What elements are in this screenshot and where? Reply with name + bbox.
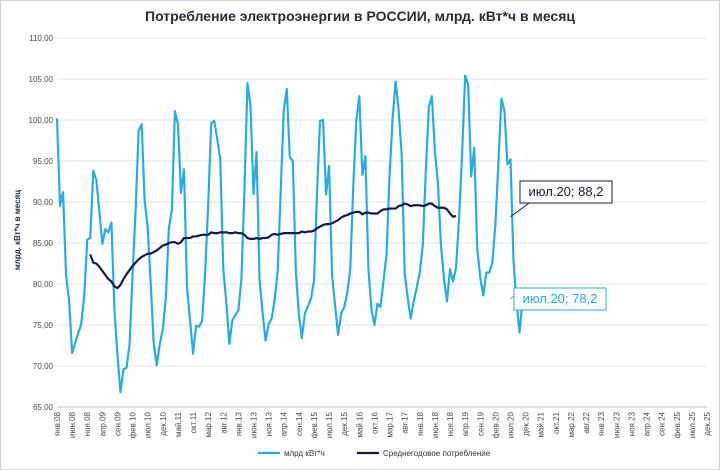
x-tick-label: май.21 bbox=[537, 411, 546, 437]
x-tick-label: сен.14 bbox=[295, 411, 304, 436]
series-lines bbox=[55, 74, 524, 394]
x-tick-label: дек.20 bbox=[522, 411, 531, 435]
x-tick-label: дек.15 bbox=[340, 411, 349, 435]
x-tick-label: июн.13 bbox=[250, 411, 259, 438]
series-line-1 bbox=[55, 74, 524, 394]
x-tick-label: апр.09 bbox=[98, 411, 107, 436]
x-tick-label: окт.11 bbox=[189, 411, 198, 433]
x-tick-label: сен.19 bbox=[476, 411, 485, 436]
x-tick-label: янв.18 bbox=[416, 411, 425, 436]
y-tick-label: 110,00 bbox=[29, 34, 53, 43]
x-tick-label: июн.23 bbox=[612, 411, 621, 438]
callout-label: июл.20; 88,2 bbox=[529, 184, 604, 199]
x-tick-label: дек.25 bbox=[703, 411, 712, 435]
x-tick-label: июн.18 bbox=[431, 411, 440, 438]
x-tick-label: окт.21 bbox=[552, 411, 561, 433]
y-tick-label: 75,00 bbox=[33, 321, 54, 330]
x-tick-label: июн.08 bbox=[68, 411, 77, 438]
x-tick-label: фев.15 bbox=[310, 411, 319, 438]
x-tick-label: апр.24 bbox=[643, 411, 652, 436]
x-tick-label: мар.12 bbox=[204, 411, 213, 437]
series-line-2 bbox=[89, 202, 457, 290]
x-tick-label: фев.20 bbox=[491, 411, 500, 438]
x-tick-label: ноя.18 bbox=[446, 411, 455, 436]
x-tick-label: фев.25 bbox=[673, 411, 682, 438]
x-tick-label: ноя.13 bbox=[265, 411, 274, 436]
y-tick-label: 95,00 bbox=[33, 157, 54, 166]
y-tick-label: 90,00 bbox=[33, 198, 54, 207]
callout-label: июл.20; 78,2 bbox=[523, 291, 598, 306]
x-tick-label: ноя.23 bbox=[627, 411, 636, 436]
y-axis-label: млрд. кВт*ч в месяц bbox=[13, 190, 22, 270]
x-tick-label: апр.19 bbox=[461, 411, 470, 436]
annotations: июл.20; 88,2 июл.20; 78,2 bbox=[510, 180, 613, 311]
x-tick-label: сен.09 bbox=[113, 411, 122, 436]
x-tick-label: мар.22 bbox=[567, 411, 576, 437]
y-tick-label: 70,00 bbox=[33, 362, 54, 371]
x-tick-label: сен.24 bbox=[658, 411, 667, 436]
x-tick-label: окт.16 bbox=[370, 411, 379, 433]
x-tick-label: авг.17 bbox=[401, 411, 410, 433]
x-tick-label: июл.10 bbox=[144, 411, 153, 438]
x-tick-label: июл.15 bbox=[325, 411, 334, 438]
y-tick-label: 80,00 bbox=[33, 280, 54, 289]
x-tick-label: дек.10 bbox=[159, 411, 168, 435]
grid bbox=[57, 37, 707, 408]
legend-label: Среднегодовое потребление bbox=[383, 449, 491, 458]
x-tick-label: янв.13 bbox=[234, 411, 243, 436]
callout-box bbox=[513, 287, 607, 311]
x-tick-label: май.11 bbox=[174, 411, 183, 436]
x-tick-label: июл.25 bbox=[688, 411, 697, 438]
x-axis-ticks: янв.08 июн.08 ноя.08 апр.09 сен.09 фев.10 июл.… bbox=[53, 411, 712, 438]
x-tick-label: мар.17 bbox=[386, 411, 395, 437]
y-tick-label: 85,00 bbox=[33, 239, 54, 248]
callout-leader bbox=[510, 202, 530, 218]
legend-label: млрд кВт*ч bbox=[284, 449, 325, 458]
x-tick-label: фев.10 bbox=[129, 411, 138, 438]
legend: млрд кВт*ч Среднегодовое потребление bbox=[258, 449, 491, 458]
x-tick-label: янв.08 bbox=[53, 411, 62, 436]
y-tick-label: 65,00 bbox=[33, 403, 54, 412]
callout-box bbox=[519, 180, 613, 204]
x-tick-label: авг.22 bbox=[582, 411, 591, 433]
y-tick-label: 105,00 bbox=[29, 75, 54, 84]
y-tick-label: 100,00 bbox=[29, 116, 54, 125]
x-tick-label: янв.23 bbox=[597, 411, 606, 436]
x-tick-label: апр.14 bbox=[280, 411, 289, 436]
x-tick-label: июл.20 bbox=[506, 411, 515, 438]
x-tick-label: авг.12 bbox=[219, 411, 228, 433]
y-axis-ticks: 65,00 70,00 75,00 80,00 85,00 90,00 95,00 100,0… bbox=[29, 34, 54, 412]
x-tick-label: май.16 bbox=[355, 411, 364, 437]
chart-title: Потребление электроэнергии в РОССИИ, млр… bbox=[145, 8, 575, 24]
x-tick-label: ноя.08 bbox=[83, 411, 92, 436]
